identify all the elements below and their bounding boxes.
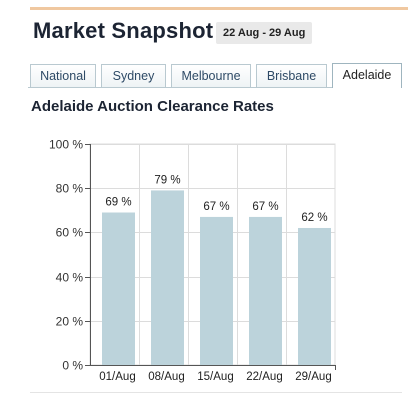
tab-melbourne[interactable]: Melbourne (171, 64, 251, 87)
x-tick-label: 15/Aug (197, 371, 233, 383)
bar-08-aug (151, 190, 184, 365)
x-tick-label: 08/Aug (148, 371, 184, 383)
bar-01-aug (102, 212, 135, 365)
bar-22-aug (249, 216, 282, 365)
tab-adelaide[interactable]: Adelaide (332, 63, 402, 88)
bar-data-label: 67 % (252, 201, 278, 213)
bar-data-label: 62 % (301, 212, 327, 224)
y-tick-label: 40 % (56, 271, 84, 285)
tab-brisbane[interactable]: Brisbane (256, 64, 327, 87)
x-tick-label: 29/Aug (295, 371, 331, 383)
top-accent-rule (30, 7, 408, 10)
bar-29-aug (298, 227, 331, 365)
page-title: Market Snapshot (33, 18, 214, 43)
bar-data-label: 69 % (105, 197, 131, 209)
bar-15-aug (200, 216, 233, 365)
bar-data-label: 79 % (154, 174, 180, 186)
y-tick-label: 60 % (56, 226, 84, 240)
bar-data-label: 67 % (203, 201, 229, 213)
tabs-baseline (28, 87, 402, 88)
tab-national[interactable]: National (30, 64, 96, 87)
tab-sydney[interactable]: Sydney (101, 64, 166, 87)
y-tick-label: 0 % (62, 359, 83, 373)
y-tick-label: 100 % (49, 138, 83, 152)
y-tick-label: 20 % (56, 315, 84, 329)
y-tick-label: 80 % (56, 182, 84, 196)
chart-section-title: Adelaide Auction Clearance Rates (31, 98, 274, 115)
date-range-badge: 22 Aug - 29 Aug (216, 22, 313, 44)
x-tick-label: 01/Aug (99, 371, 135, 383)
bottom-divider (30, 392, 402, 393)
x-tick-label: 22/Aug (246, 371, 282, 383)
